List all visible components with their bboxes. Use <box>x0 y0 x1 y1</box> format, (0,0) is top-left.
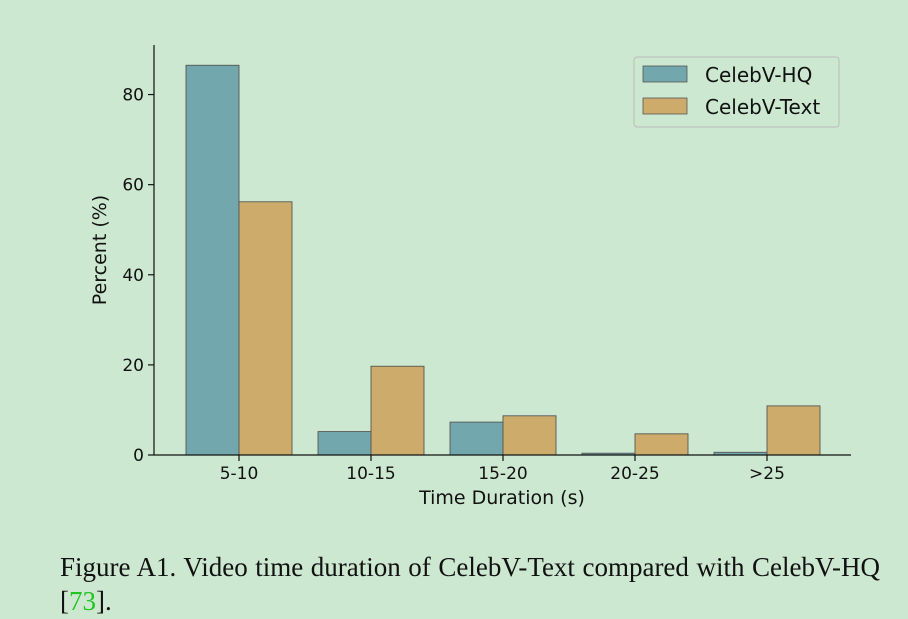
y-tick-label-3: 60 <box>122 176 144 196</box>
x-tick-label-1: 10-15 <box>346 464 395 484</box>
x-tick-label-3: 20-25 <box>610 464 659 484</box>
bar-chart: 0 20 40 60 80 5-10 10-15 15-20 20-25 >25 Percent… <box>89 45 851 509</box>
bar-celebv-text-2 <box>502 415 557 456</box>
bar-celebv-text-1 <box>370 365 425 456</box>
legend-label-celebv-hq: CelebV-HQ <box>705 63 812 87</box>
figure-caption: Figure A1. Video time duration of CelebV… <box>60 550 880 618</box>
y-tick-label-2: 40 <box>122 266 144 286</box>
bar-celebv-hq-1 <box>317 431 372 456</box>
legend-swatch-celebv-text <box>642 97 688 115</box>
legend-label-celebv-text: CelebV-Text <box>705 95 820 119</box>
legend-swatch-celebv-hq <box>642 65 688 83</box>
y-tick-label-4: 80 <box>122 86 144 106</box>
x-tick-label-2: 15-20 <box>478 464 527 484</box>
x-tick-label-4: >25 <box>749 464 785 484</box>
bar-celebv-hq-0 <box>185 64 240 456</box>
legend: CelebV-HQ CelebV-Text <box>633 56 840 128</box>
x-tick-label-0: 5-10 <box>220 464 259 484</box>
bar-celebv-text-0 <box>238 201 293 456</box>
x-axis-label: Time Duration (s) <box>418 487 585 509</box>
x-ticks-group: 5-10 10-15 15-20 20-25 >25 <box>220 455 785 484</box>
bar-celebv-hq-2 <box>449 421 504 456</box>
y-tick-label-0: 0 <box>133 446 144 466</box>
y-ticks-group: 0 20 40 60 80 <box>122 86 154 466</box>
caption-end: ]. <box>96 586 112 616</box>
bar-celebv-text-4 <box>766 405 821 456</box>
bars-group <box>185 64 821 456</box>
y-tick-label-1: 20 <box>122 356 144 376</box>
y-axis-label: Percent (%) <box>89 195 111 305</box>
caption-text: Figure A1. Video time duration of CelebV… <box>60 552 880 616</box>
citation-link[interactable]: 73 <box>69 586 96 616</box>
bar-celebv-text-3 <box>634 433 689 456</box>
